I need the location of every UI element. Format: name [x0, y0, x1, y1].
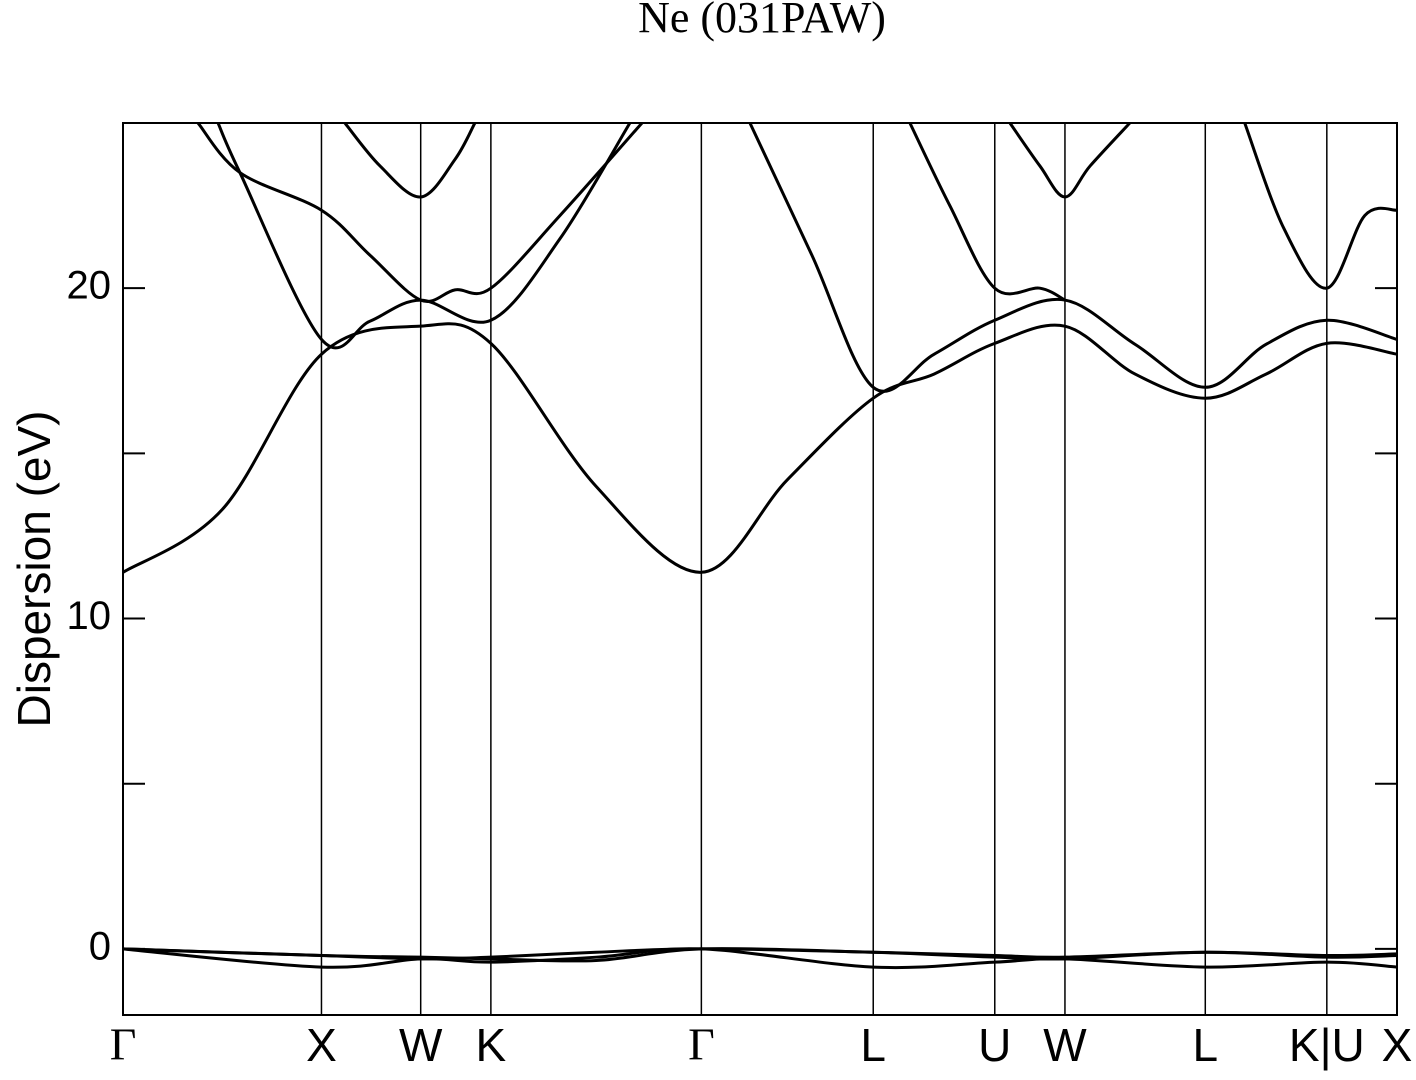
x-tick-label: K — [476, 1019, 507, 1071]
y-tick-label: 20 — [67, 264, 112, 308]
x-tick-label: K|U — [1289, 1019, 1365, 1071]
x-tick-label: L — [860, 1019, 886, 1071]
x-tick-label: L — [1192, 1019, 1218, 1071]
band — [196, 123, 1066, 303]
x-tick-label: Γ — [688, 1019, 715, 1070]
band — [343, 123, 1131, 199]
chart-title: Ne (031PAW) — [638, 0, 886, 42]
y-tick-label: 10 — [67, 594, 112, 638]
x-tick-label: U — [978, 1019, 1011, 1071]
x-tick-label: W — [399, 1019, 443, 1071]
x-tick-label: X — [306, 1019, 337, 1071]
y-tick-label: 0 — [89, 924, 111, 968]
x-tick-label: W — [1043, 1019, 1087, 1071]
band — [1243, 123, 1397, 290]
x-tick-label: X — [1382, 1019, 1413, 1071]
x-tick-label: Γ — [110, 1019, 137, 1070]
band — [216, 123, 1397, 393]
y-axis-label: Dispersion (eV) — [8, 411, 60, 728]
